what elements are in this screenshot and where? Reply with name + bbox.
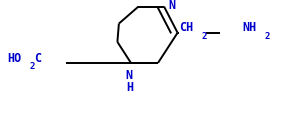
- Text: N: N: [168, 0, 175, 12]
- Text: H: H: [126, 81, 133, 94]
- Text: C: C: [34, 52, 41, 66]
- Text: 2: 2: [29, 62, 35, 71]
- Text: 2: 2: [201, 32, 206, 41]
- Text: CH: CH: [179, 21, 193, 34]
- Text: HO: HO: [8, 52, 22, 66]
- Text: NH: NH: [242, 21, 256, 34]
- Text: 2: 2: [265, 32, 270, 41]
- Text: N: N: [126, 69, 133, 83]
